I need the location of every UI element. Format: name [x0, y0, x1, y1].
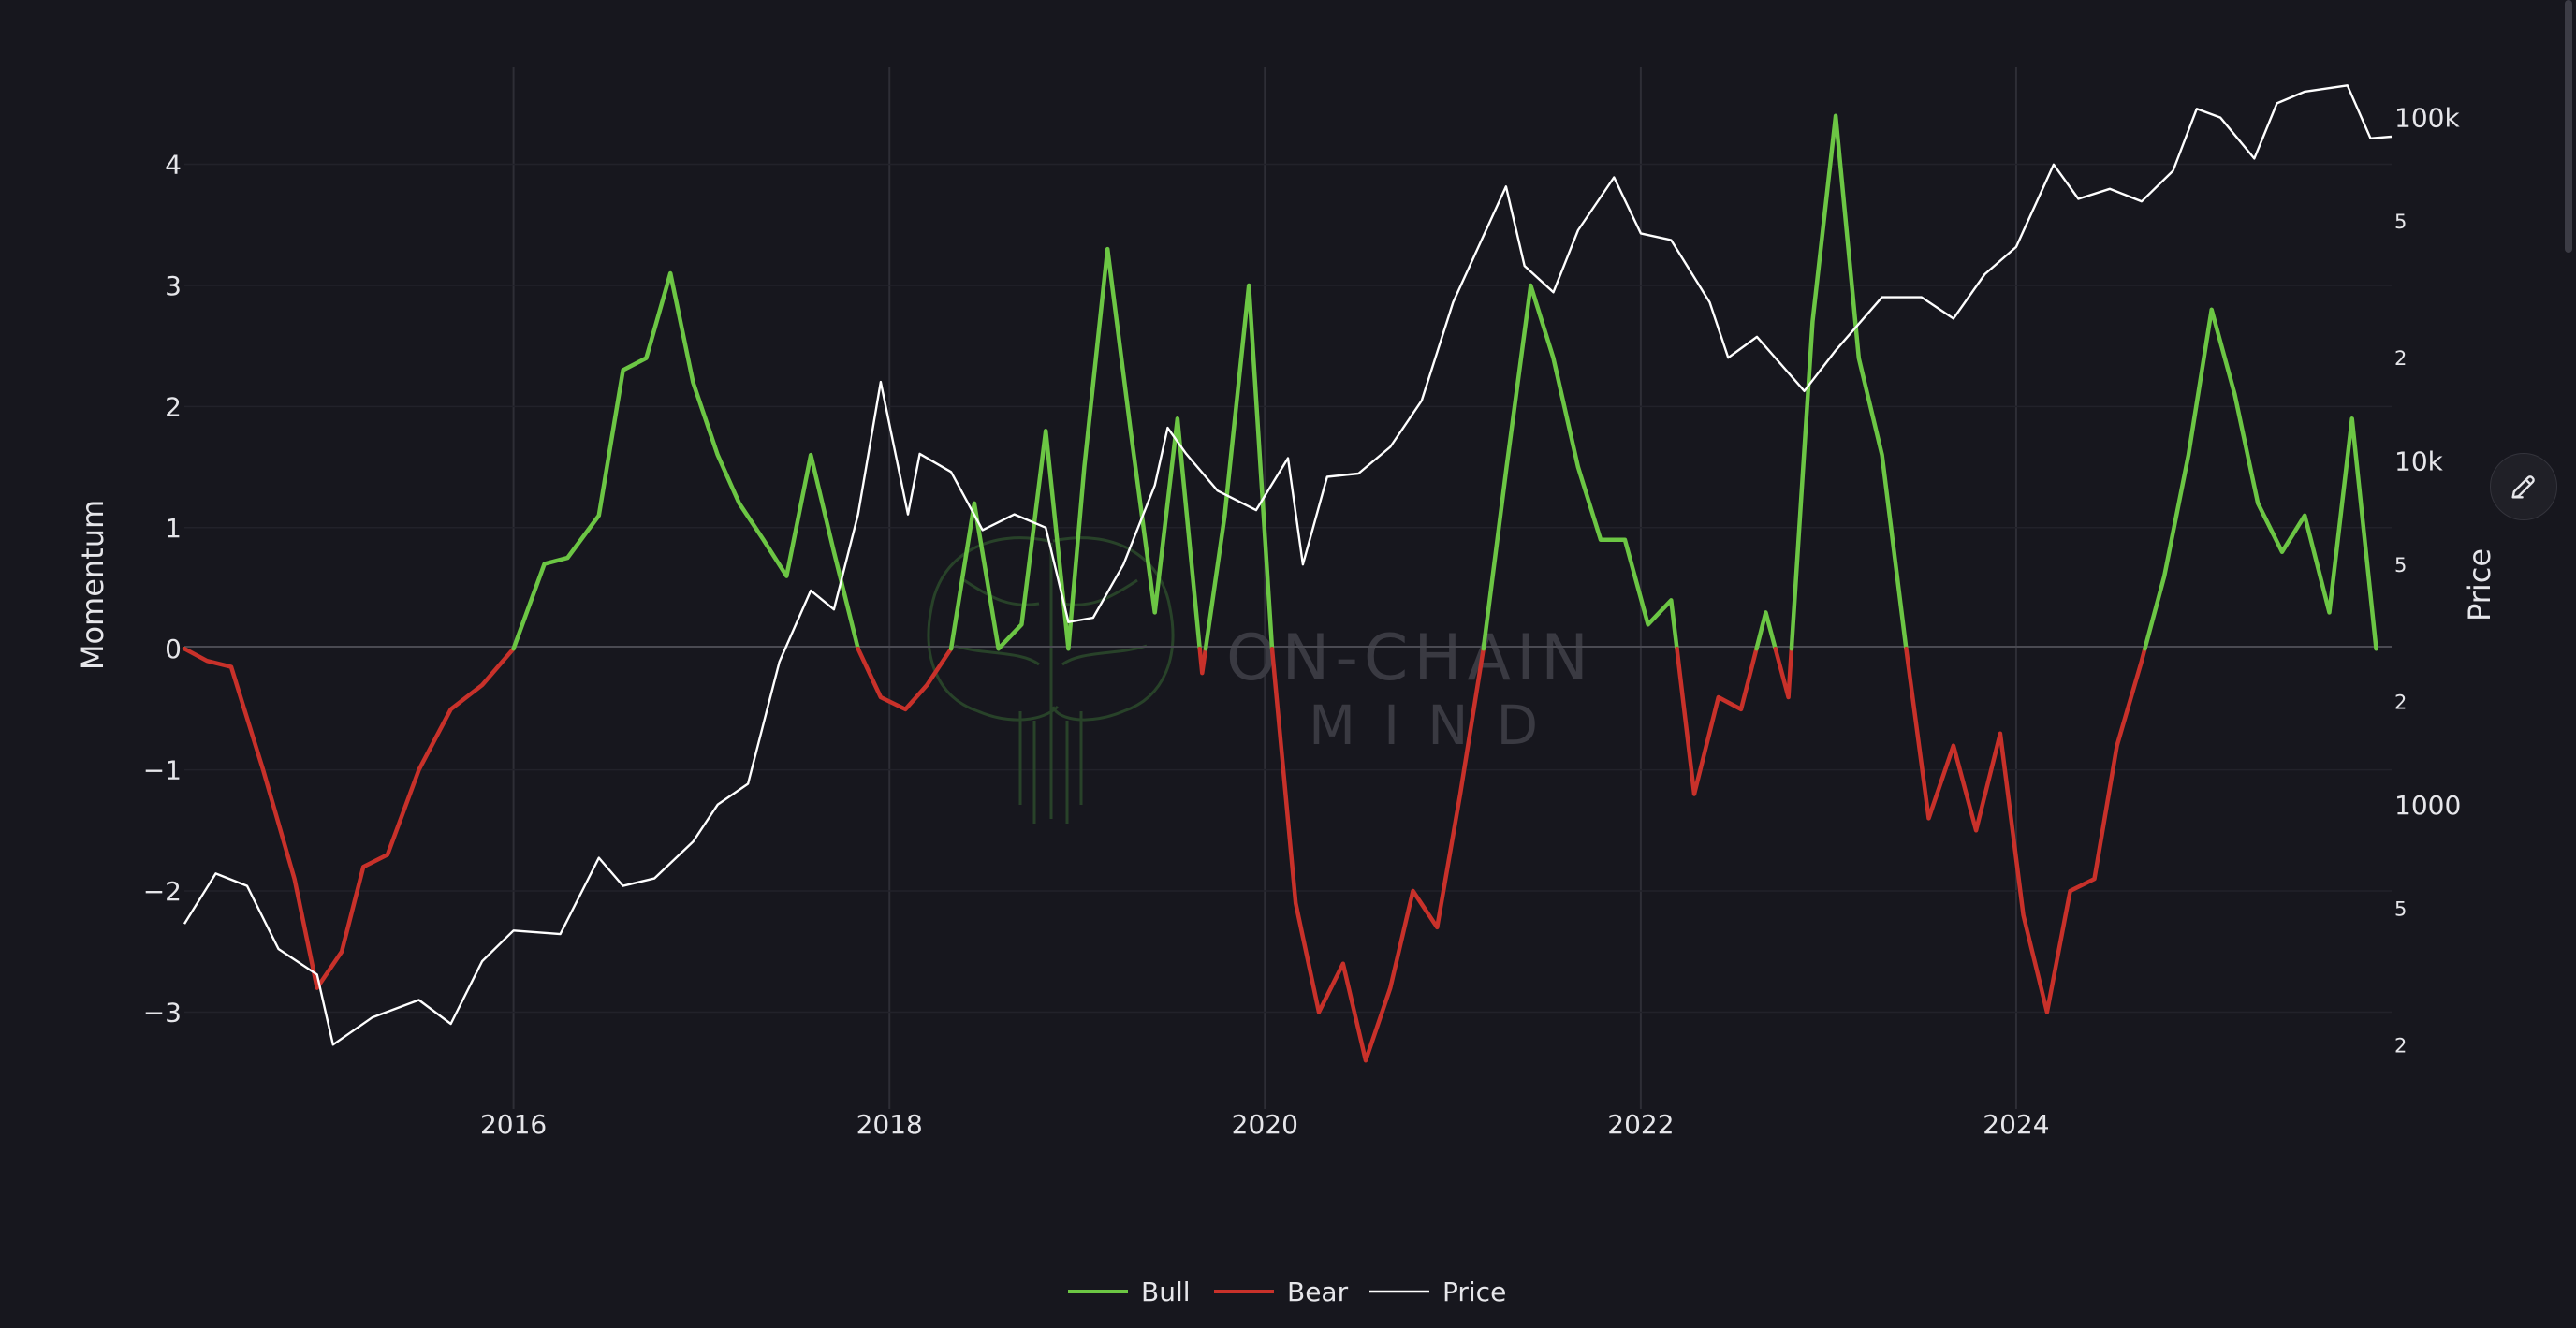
legend-label-bull: Bull	[1141, 1277, 1191, 1307]
scrollbar[interactable]	[2565, 0, 2572, 253]
y-minor-tick-label-right: 2	[2394, 1034, 2407, 1057]
x-tick-label: 2018	[856, 1109, 923, 1140]
x-tick-label: 2024	[1983, 1109, 2049, 1140]
x-tick-label: 2020	[1232, 1109, 1298, 1140]
y-tick-label-left: −2	[143, 876, 182, 907]
y-tick-label-right: 100k	[2394, 103, 2460, 134]
y-axis-title-right: Price	[2462, 548, 2497, 621]
y-tick-label-right: 10k	[2394, 446, 2444, 477]
x-tick-label: 2022	[1607, 1109, 1674, 1140]
bull-series-line	[1481, 283, 1679, 651]
y-tick-label-left: 2	[165, 391, 182, 422]
y-tick-label-left: −3	[143, 997, 182, 1028]
bear-series-line	[856, 646, 954, 712]
price-series-line	[183, 84, 2393, 1046]
bear-series-line	[1197, 646, 1208, 676]
bull-series-line	[511, 270, 860, 651]
legend-label-bear: Bear	[1287, 1277, 1349, 1307]
x-tick-label: 2016	[480, 1109, 547, 1140]
grid-lines	[184, 67, 2392, 1109]
y-minor-tick-label-right: 5	[2394, 897, 2407, 920]
watermark: ON-CHAIN MIND	[927, 536, 1594, 824]
bear-series-line	[1269, 646, 1486, 1063]
bear-series-line	[1773, 646, 1794, 700]
bull-series-line	[1754, 610, 1778, 651]
y-tick-label-right: 1000	[2394, 790, 2461, 821]
y-tick-label-left: 0	[165, 634, 182, 664]
y-tick-label-left: 4	[165, 150, 182, 181]
y-minor-tick-label-right: 2	[2394, 691, 2407, 713]
watermark-line1: ON-CHAIN	[1226, 621, 1594, 695]
y-minor-tick-label-right: 5	[2394, 554, 2407, 576]
x-axis-ticks: 2016 2018 2020 2022 2024	[480, 1109, 2050, 1140]
y-minor-tick-label-right: 2	[2394, 347, 2407, 370]
edit-button[interactable]	[2490, 453, 2557, 520]
pencil-icon	[2511, 475, 2535, 499]
left-y-ticks: 4 3 2 1 0 −1 −2 −3	[143, 150, 182, 1029]
y-tick-label-left: 1	[165, 513, 182, 544]
legend-label-price: Price	[1442, 1277, 1506, 1307]
legend: Bull Bear Price	[1068, 1277, 1506, 1307]
series-lines	[182, 84, 2393, 1063]
bull-series-line	[2143, 307, 2378, 651]
legend-item-bear[interactable]: Bear	[1214, 1277, 1349, 1307]
watermark-line2: MIND	[1309, 693, 1566, 757]
legend-item-price[interactable]: Price	[1369, 1277, 1506, 1307]
bull-series-line	[1203, 283, 1275, 651]
y-tick-label-left: −1	[143, 755, 182, 786]
bear-series-line	[1675, 646, 1759, 796]
y-tick-label-left: 3	[165, 270, 182, 301]
right-y-ticks: 100k 10k 1000 5 2 5 2 5 2	[2394, 103, 2461, 1058]
brain-logo-icon	[927, 536, 1175, 824]
y-axis-title-left: Momentum	[75, 500, 110, 670]
bull-series-line	[948, 246, 1202, 651]
y-minor-tick-label-right: 5	[2394, 211, 2407, 233]
legend-item-bull[interactable]: Bull	[1068, 1277, 1191, 1307]
bear-series-line	[1904, 646, 2147, 1014]
bear-series-line	[182, 646, 516, 990]
bull-series-line	[1789, 113, 1909, 651]
